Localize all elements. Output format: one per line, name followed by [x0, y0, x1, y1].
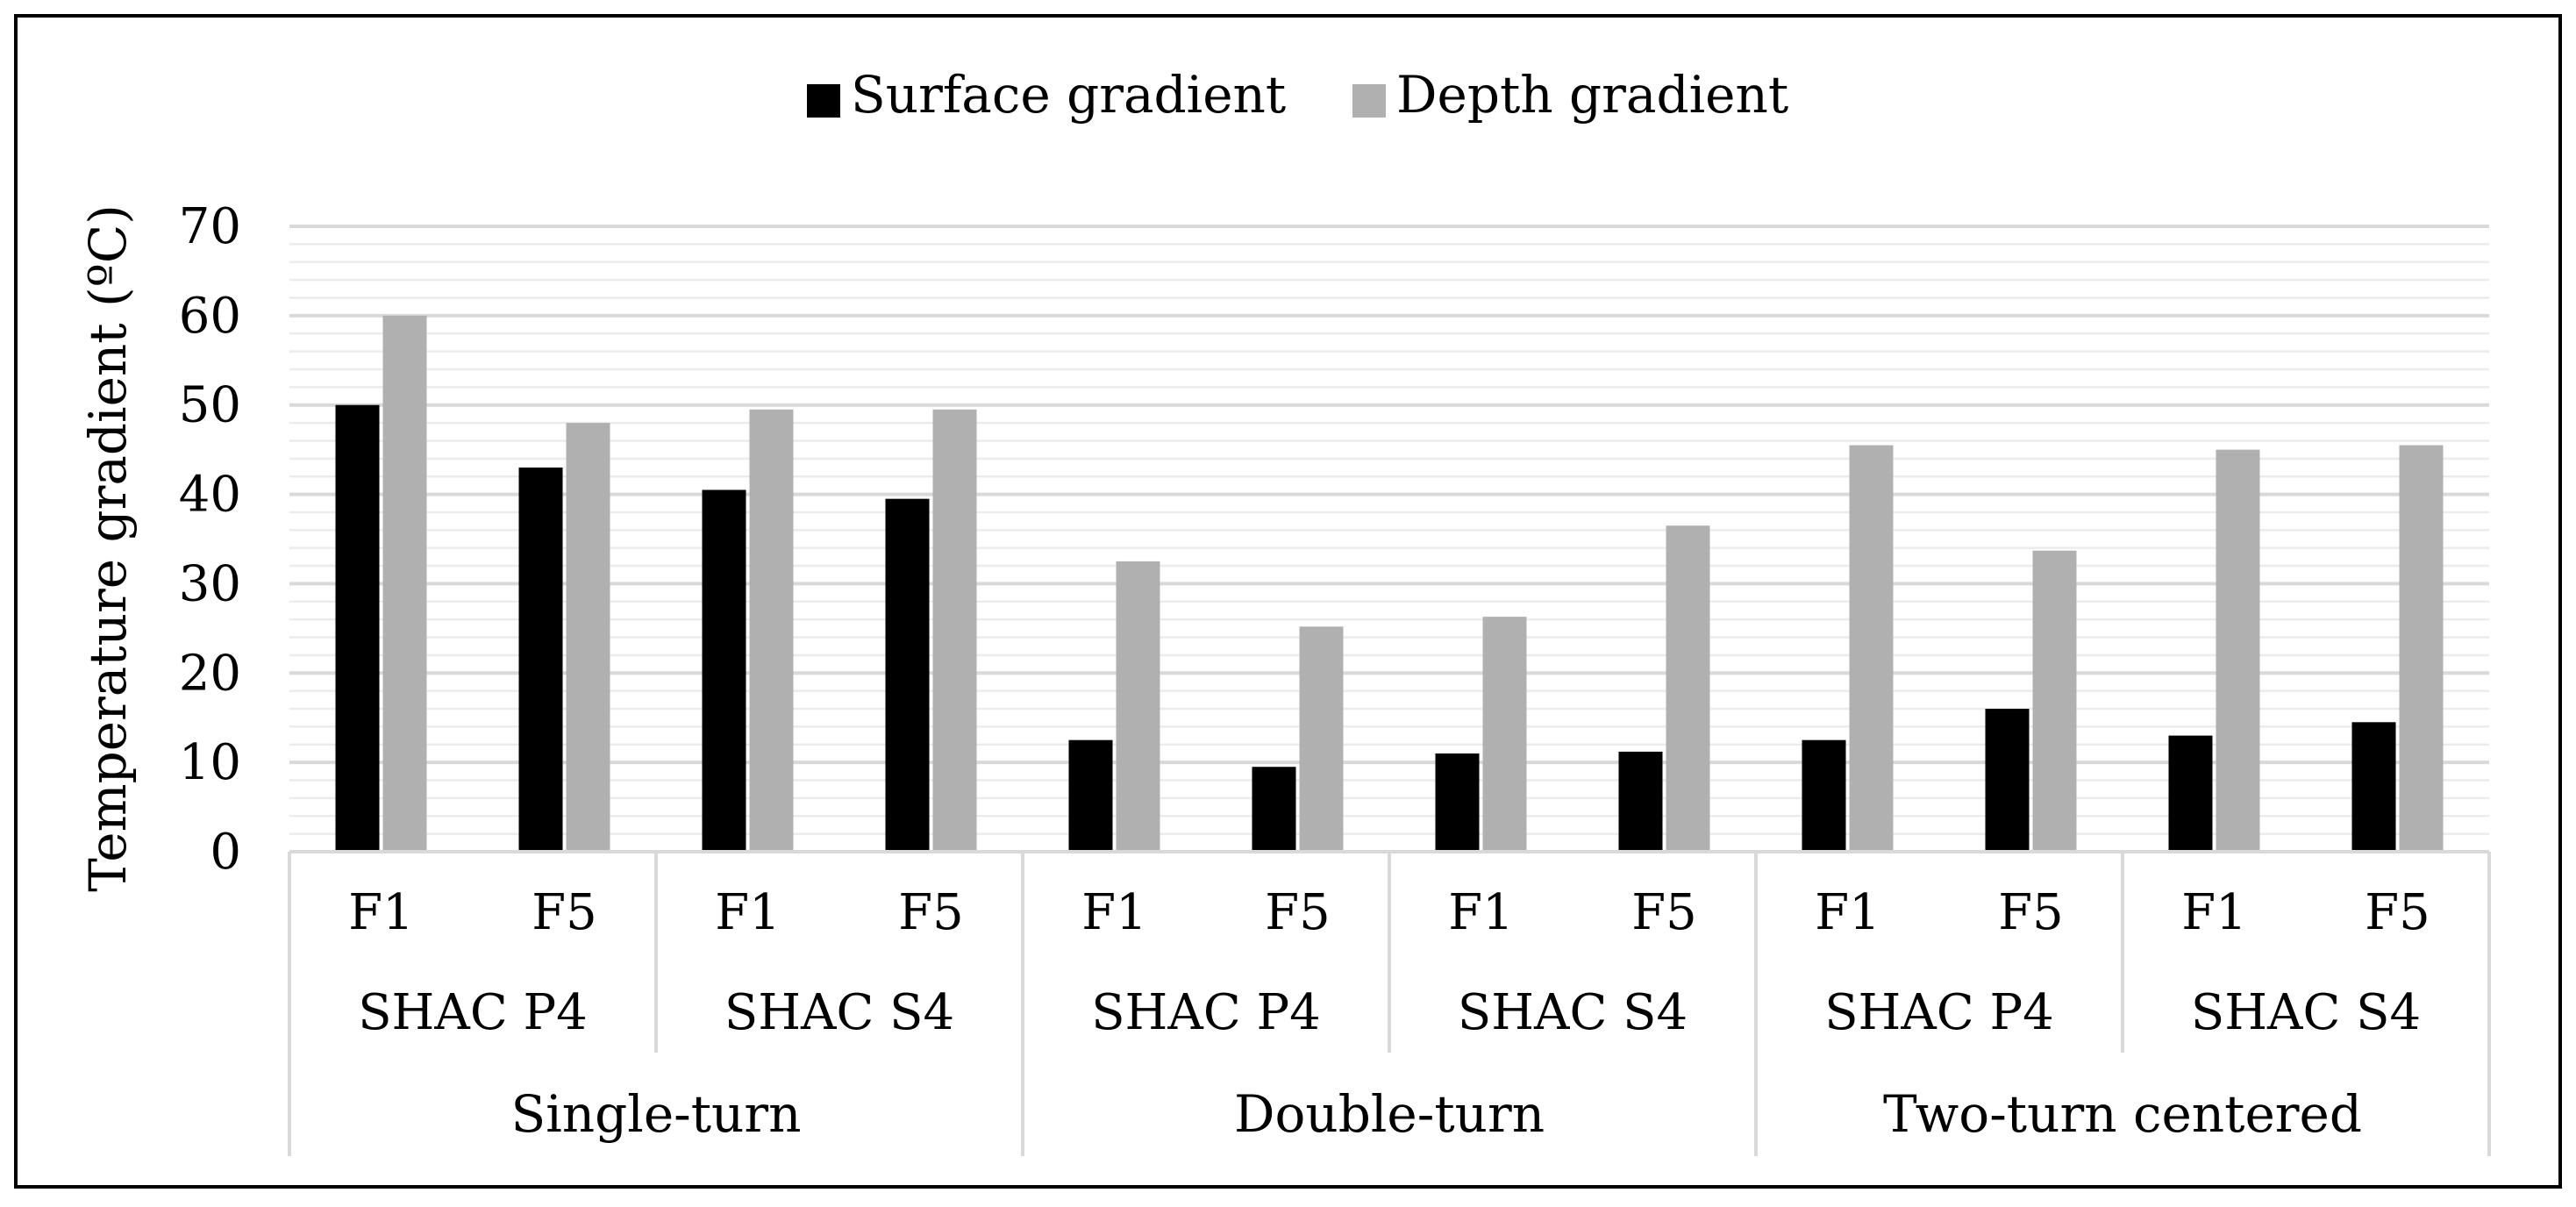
x-tick-label: F1	[1448, 884, 1513, 941]
x-tick-label: F1	[348, 884, 413, 941]
depth-gradient-bar	[2216, 449, 2260, 852]
x-tick-label: F1	[2181, 884, 2246, 941]
depth-gradient-bar	[1299, 626, 1344, 852]
surface-gradient-bar	[1252, 767, 1296, 852]
x-tick-label: F5	[1265, 884, 1330, 941]
surface-gradient-bar	[702, 489, 746, 852]
surface-gradient-bar	[1435, 753, 1480, 852]
x-group-label: SHAC P4	[1091, 984, 1321, 1041]
y-tick-label: 70	[179, 198, 241, 255]
depth-gradient-bar	[566, 423, 610, 852]
surface-gradient-bar	[1068, 739, 1113, 852]
x-tick-label: F5	[1998, 884, 2063, 941]
surface-gradient-bar	[1985, 709, 2030, 852]
bars	[335, 315, 2444, 852]
x-supergroup-label: Single-turn	[511, 1084, 802, 1144]
y-tick-label: 50	[179, 377, 241, 434]
x-group-label: SHAC S4	[724, 984, 954, 1041]
y-tick-label: 0	[210, 824, 241, 881]
surface-gradient-bar	[1618, 751, 1663, 852]
x-axis: F1 F5 F1 F5 F1 F5 F1 F5 F1 F5 F1 F5 SHAC P4 SHAC S4 SH…	[288, 850, 2491, 1156]
surface-gradient-bar	[1802, 739, 1846, 852]
depth-gradient-bar	[2399, 445, 2444, 852]
legend-label-depth: Depth gradient	[1396, 65, 1788, 125]
y-tick-label: 40	[179, 467, 241, 524]
y-tick-label: 60	[179, 288, 241, 345]
surface-gradient-bar	[335, 404, 380, 852]
x-tick-label: F5	[532, 884, 596, 941]
x-tick-label: F5	[898, 884, 963, 941]
x-tick-label: F5	[2365, 884, 2430, 941]
x-group-label: SHAC S4	[2191, 984, 2421, 1041]
surface-gradient-bar	[2351, 722, 2396, 852]
x-tick-label: F1	[1815, 884, 1880, 941]
depth-gradient-bar	[749, 409, 794, 852]
y-tick-label: 20	[179, 645, 241, 702]
surface-gradient-bar	[518, 468, 563, 852]
legend-swatch-depth	[1352, 84, 1386, 118]
depth-gradient-bar	[1666, 525, 1710, 852]
depth-gradient-bar	[1482, 617, 1527, 852]
x-tick-label: F1	[1081, 884, 1146, 941]
depth-gradient-bar	[2032, 550, 2077, 852]
y-axis-label: Temperature gradient (ºC)	[78, 204, 138, 892]
x-tick-label: F1	[715, 884, 780, 941]
legend-swatch-surface	[807, 84, 840, 118]
legend: Surface gradient Depth gradient	[807, 65, 1788, 125]
x-group-label: SHAC S4	[1458, 984, 1688, 1041]
depth-gradient-bar	[932, 409, 977, 852]
surface-gradient-bar	[2168, 735, 2213, 852]
depth-gradient-bar	[1849, 445, 1894, 852]
x-group-label: SHAC P4	[1824, 984, 2054, 1041]
x-group-label: SHAC P4	[358, 984, 588, 1041]
depth-gradient-bar	[1116, 561, 1160, 852]
y-tick-label: 30	[179, 555, 241, 612]
x-supergroup-label: Two-turn centered	[1883, 1084, 2362, 1144]
depth-gradient-bar	[382, 315, 427, 852]
y-axis: 0 10 20 30 40 50 60 70	[179, 198, 241, 881]
x-tick-label: F5	[1631, 884, 1696, 941]
surface-gradient-bar	[885, 498, 930, 852]
x-supergroup-label: Double-turn	[1234, 1084, 1545, 1144]
y-tick-label: 10	[179, 734, 241, 791]
legend-label-surface: Surface gradient	[851, 65, 1286, 125]
